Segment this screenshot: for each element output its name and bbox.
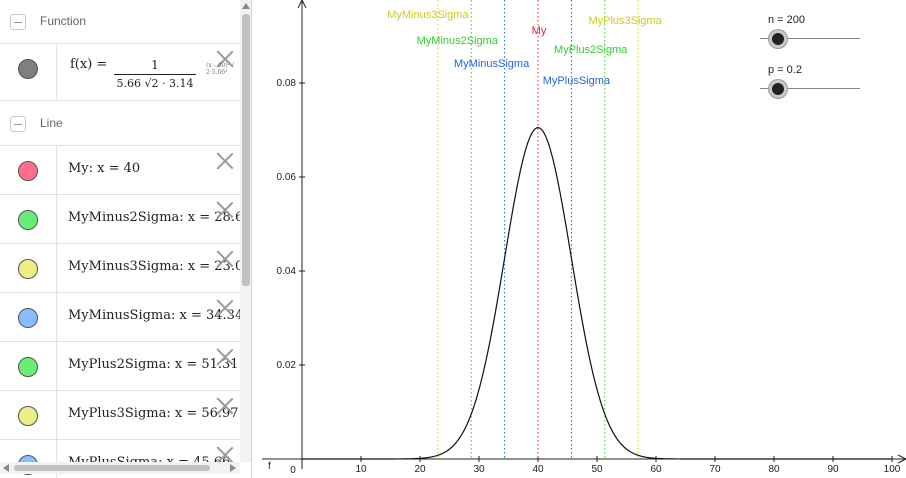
line-row[interactable]: My: x = 40 — [0, 146, 240, 195]
visibility-marble-icon[interactable] — [18, 259, 38, 279]
delete-icon[interactable] — [216, 201, 234, 219]
marble-cell — [0, 44, 57, 100]
group-title: Line — [40, 116, 63, 130]
marble-cell — [0, 195, 57, 243]
line-definition: MyPlus3Sigma: x = 56.97 — [68, 406, 239, 421]
vertical-line-label: MyMinus2Sigma — [417, 35, 499, 47]
x-tick-label: 40 — [532, 464, 544, 475]
vertical-line-label: My — [532, 25, 547, 37]
visibility-marble-icon[interactable] — [18, 357, 38, 377]
visibility-marble-icon[interactable] — [18, 161, 38, 181]
vertical-line-label: MyMinus3Sigma — [387, 9, 469, 21]
line-definition: My: x = 40 — [68, 161, 141, 176]
delete-icon[interactable] — [216, 348, 234, 366]
collapse-icon[interactable] — [10, 116, 26, 132]
vertical-scrollbar[interactable] — [240, 0, 251, 462]
fraction-denominator: 5.66 √2 · 3.14 — [116, 77, 194, 90]
slider-track[interactable] — [760, 38, 860, 39]
slider-n[interactable]: n = 200 — [760, 14, 880, 54]
line-definition: MyMinusSigma: x = 34.34 — [68, 308, 244, 323]
y-tick-label: 0.02 — [277, 360, 297, 371]
line-definition: MyMinus3Sigma: x = 23.03 — [68, 259, 252, 274]
function-lhs: f(x) = — [70, 57, 108, 72]
vertical-line-label: MyMinusSigma — [454, 58, 530, 70]
slider-knob[interactable] — [769, 30, 787, 48]
marble-cell — [0, 146, 57, 194]
group-header-function[interactable]: Function — [0, 0, 240, 44]
y-tick-label: 0.08 — [277, 78, 297, 89]
line-definition: MyMinus2Sigma: x = 28.69 — [68, 210, 252, 225]
visibility-marble-icon[interactable] — [18, 59, 38, 79]
function-fraction: 1 5.66 √2 · 3.14 — [114, 58, 196, 90]
marble-cell — [0, 293, 57, 341]
scroll-thumb[interactable] — [14, 465, 210, 471]
y-tick-label: 0.06 — [277, 172, 297, 183]
line-row[interactable]: MyPlus2Sigma: x = 51.31 — [0, 342, 240, 391]
x-tick-label: 60 — [650, 464, 662, 475]
x-tick-label: 30 — [473, 464, 485, 475]
scroll-up-icon[interactable] — [242, 3, 250, 9]
x-tick-label: 20 — [414, 464, 426, 475]
fraction-numerator: 1 — [151, 58, 159, 72]
x-tick-label: 80 — [768, 464, 780, 475]
line-definition: MyPlus2Sigma: x = 51.31 — [68, 357, 239, 372]
slider-label: p = 0.2 — [768, 64, 802, 76]
origin-label: 0 — [290, 465, 296, 476]
normal-distribution-curve — [302, 127, 892, 460]
delete-icon[interactable] — [216, 397, 234, 415]
delete-icon[interactable] — [216, 299, 234, 317]
delete-icon[interactable] — [216, 250, 234, 268]
vertical-line-label: MyPlus3Sigma — [588, 15, 662, 27]
scroll-right-icon[interactable] — [230, 464, 236, 472]
vertical-line-label: MyPlusSigma — [543, 75, 611, 87]
visibility-marble-icon[interactable] — [18, 406, 38, 426]
x-tick-label: 90 — [827, 464, 839, 475]
marble-cell — [0, 244, 57, 292]
scroll-thumb[interactable] — [242, 14, 250, 286]
marble-cell — [0, 342, 57, 390]
y-tick-label: 0.04 — [277, 266, 297, 277]
x-tick-label: 10 — [355, 464, 367, 475]
algebra-view: Function f(x) = 1 5.66 √2 · 3.14 (x - 40… — [0, 0, 252, 478]
horizontal-scrollbar[interactable] — [0, 462, 240, 474]
x-axis-arrow-icon — [897, 454, 906, 464]
x-tick-label: 100 — [884, 464, 901, 475]
function-exponent: (x - 40)² / 2·5.66² — [206, 62, 234, 76]
slider-p[interactable]: p = 0.2 — [760, 64, 880, 104]
vertical-line-label: MyPlus2Sigma — [554, 44, 628, 56]
visibility-marble-icon[interactable] — [18, 308, 38, 328]
graph-canvas[interactable]: 10 20 30 40 50 60 70 80 90 100 0 f 0.02 0.04 0.06 0.08 M… — [262, 0, 906, 478]
function-label: f — [268, 461, 271, 472]
fraction-bar — [114, 74, 196, 75]
line-row[interactable]: MyMinusSigma: x = 34.34 — [0, 293, 244, 342]
line-row[interactable]: MyMinus3Sigma: x = 23.03 — [0, 244, 251, 293]
visibility-marble-icon[interactable] — [18, 210, 38, 230]
slider-track[interactable] — [760, 88, 860, 89]
y-axis-arrow-icon — [297, 0, 307, 9]
scroll-left-icon[interactable] — [3, 464, 9, 472]
slider-label: n = 200 — [768, 14, 806, 26]
group-header-line[interactable]: Line — [0, 102, 240, 146]
line-row[interactable]: MyMinus2Sigma: x = 28.69 — [0, 195, 251, 244]
group-title: Function — [40, 14, 87, 28]
slider-knob[interactable] — [769, 80, 787, 98]
delete-icon[interactable] — [216, 152, 234, 170]
x-tick-label: 50 — [591, 464, 603, 475]
function-row-f[interactable]: f(x) = 1 5.66 √2 · 3.14 — [0, 44, 240, 101]
graphics-view[interactable]: 10 20 30 40 50 60 70 80 90 100 0 f 0.02 0.04 0.06 0.08 M… — [262, 0, 906, 478]
line-row[interactable]: MyPlus3Sigma: x = 56.97 — [0, 391, 240, 440]
collapse-icon[interactable] — [10, 14, 26, 30]
marble-cell — [0, 391, 57, 439]
x-tick-label: 70 — [709, 464, 721, 475]
